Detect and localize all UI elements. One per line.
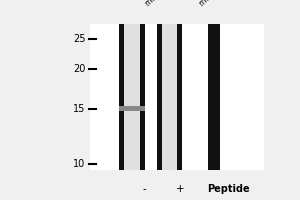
Bar xyxy=(119,106,145,111)
Bar xyxy=(162,24,177,170)
Text: 25: 25 xyxy=(73,34,85,44)
Text: Peptide: Peptide xyxy=(207,184,249,194)
Text: +: + xyxy=(176,184,184,194)
Text: 15: 15 xyxy=(73,104,86,114)
Text: 10: 10 xyxy=(73,159,86,169)
Bar xyxy=(177,24,182,170)
Bar xyxy=(124,24,140,170)
Bar xyxy=(119,24,124,170)
Bar xyxy=(90,24,264,170)
Bar xyxy=(157,24,162,170)
Text: mouse kidney: mouse kidney xyxy=(144,0,188,8)
Text: -: - xyxy=(142,184,146,194)
Bar xyxy=(140,24,145,170)
Text: 20: 20 xyxy=(73,64,86,74)
Bar xyxy=(208,24,220,170)
Text: mouse kidney: mouse kidney xyxy=(198,0,242,8)
